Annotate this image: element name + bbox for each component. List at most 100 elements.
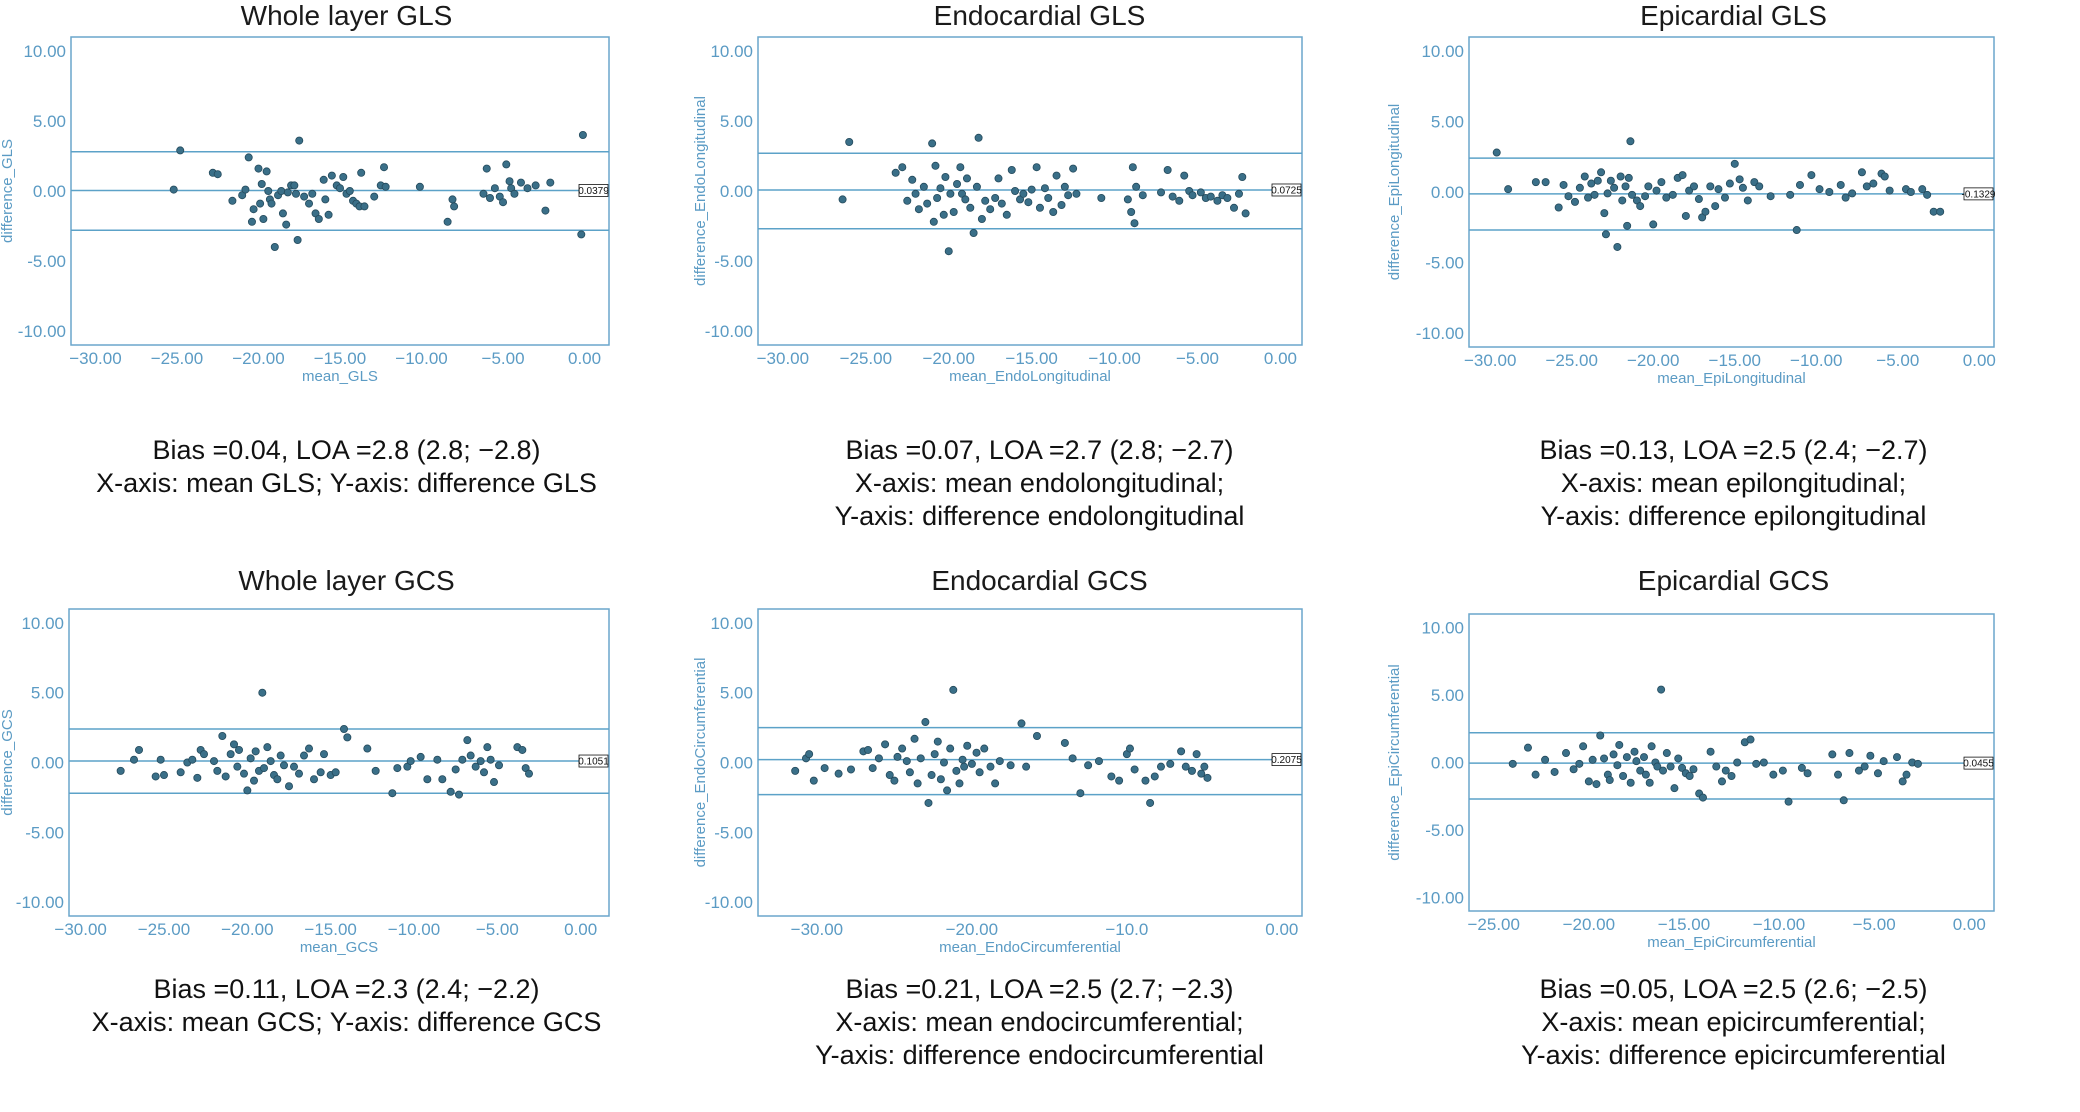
data-point (277, 186, 286, 195)
data-point (1923, 190, 1932, 199)
data-point (986, 205, 995, 214)
data-point (955, 779, 964, 788)
data-point (1531, 770, 1540, 779)
data-point (357, 168, 366, 177)
data-point (1157, 188, 1166, 197)
x-tick-label: −25.00 (1545, 351, 1597, 370)
data-point (1593, 176, 1602, 185)
data-point (943, 786, 952, 795)
data-point (1652, 186, 1661, 195)
x-tick-label: −15.00 (304, 920, 356, 939)
data-point (476, 757, 485, 766)
data-point (1825, 187, 1834, 196)
data-point (264, 186, 273, 195)
data-point (1032, 731, 1041, 740)
data-point (1898, 777, 1907, 786)
data-point (1146, 798, 1155, 807)
data-point (924, 798, 933, 807)
data-point (1615, 740, 1624, 749)
scatter-plot: 10.00 5.00 0.00 -5.00 -10.00 −30.00 −25.00 −20.… (0, 608, 610, 956)
y-tick-label: 5.00 (31, 684, 64, 703)
data-point (451, 765, 460, 774)
x-tick-label: −20.00 (946, 920, 998, 939)
data-point (308, 189, 317, 198)
data-point (1107, 772, 1116, 781)
data-point (1647, 742, 1656, 751)
data-point (283, 188, 292, 197)
data-point (1720, 193, 1729, 202)
data-point (1678, 171, 1687, 180)
data-point (423, 775, 432, 784)
data-point (890, 776, 899, 785)
x-tick-label: −15.00 (1658, 915, 1710, 934)
data-point (910, 734, 919, 743)
data-point (1575, 759, 1584, 768)
data-point (1873, 769, 1882, 778)
data-point (1618, 196, 1627, 205)
data-point (980, 744, 989, 753)
x-tick-label: −5.00 (1853, 915, 1896, 934)
y-axis-label: difference_EpiLongitudinal (1386, 104, 1403, 281)
y-tick-label: 0.00 (31, 754, 64, 773)
data-point (381, 182, 390, 191)
data-point (933, 193, 942, 202)
data-point (1880, 172, 1889, 181)
data-point (319, 175, 328, 184)
data-point (233, 762, 242, 771)
data-point (1862, 182, 1871, 191)
data-point (1636, 202, 1645, 211)
data-point (1141, 776, 1150, 785)
data-point (324, 210, 333, 219)
data-point (809, 776, 818, 785)
data-point (486, 755, 495, 764)
data-point (1569, 765, 1578, 774)
data-point (1168, 192, 1177, 201)
data-point (290, 181, 299, 190)
data-point (293, 235, 302, 244)
data-point (1138, 191, 1147, 200)
data-point (276, 751, 285, 760)
data-point (1230, 203, 1239, 212)
data-point (116, 766, 125, 775)
data-point (282, 220, 291, 229)
x-tick-label: −5.00 (1176, 349, 1219, 368)
data-point (946, 189, 955, 198)
data-point (1778, 766, 1787, 775)
y-tick-label: -10.00 (705, 893, 753, 912)
data-point (1203, 773, 1212, 782)
data-point (1929, 207, 1938, 216)
data-point (483, 743, 492, 752)
data-point (243, 786, 252, 795)
data-point (881, 740, 890, 749)
data-point (1645, 778, 1654, 787)
data-point (995, 757, 1004, 766)
data-point (1613, 242, 1622, 251)
data-point (479, 189, 488, 198)
data-point (129, 755, 138, 764)
data-point (278, 209, 287, 218)
data-point (1725, 179, 1734, 188)
data-point (931, 161, 940, 170)
data-point (249, 205, 258, 214)
data-point (494, 761, 503, 770)
data-point (1052, 171, 1061, 180)
x-tick-label: 0.00 (1963, 351, 1996, 370)
data-point (1044, 193, 1053, 202)
chart-title: Whole layer GLS (240, 0, 453, 31)
data-point (1603, 189, 1612, 198)
x-tick-label: −25.00 (1467, 915, 1519, 934)
y-tick-label: -10.00 (18, 322, 66, 341)
scatter-plot: 10.00 5.00 0.00 -5.00 -10.00 −30.00 −20.00 −10.… (692, 608, 1303, 956)
data-point (406, 757, 415, 766)
data-point (1622, 753, 1631, 762)
data-point (1730, 159, 1739, 168)
data-point (1072, 189, 1081, 198)
data-point (244, 153, 253, 162)
caption-line: Bias =0.13, LOA =2.5 (2.4; −2.7) (1539, 435, 1928, 465)
data-point (471, 762, 480, 771)
data-point (930, 750, 939, 759)
data-point (1580, 172, 1589, 181)
data-point (305, 199, 314, 208)
data-point (1132, 182, 1141, 191)
y-tick-label: 0.00 (720, 182, 753, 201)
